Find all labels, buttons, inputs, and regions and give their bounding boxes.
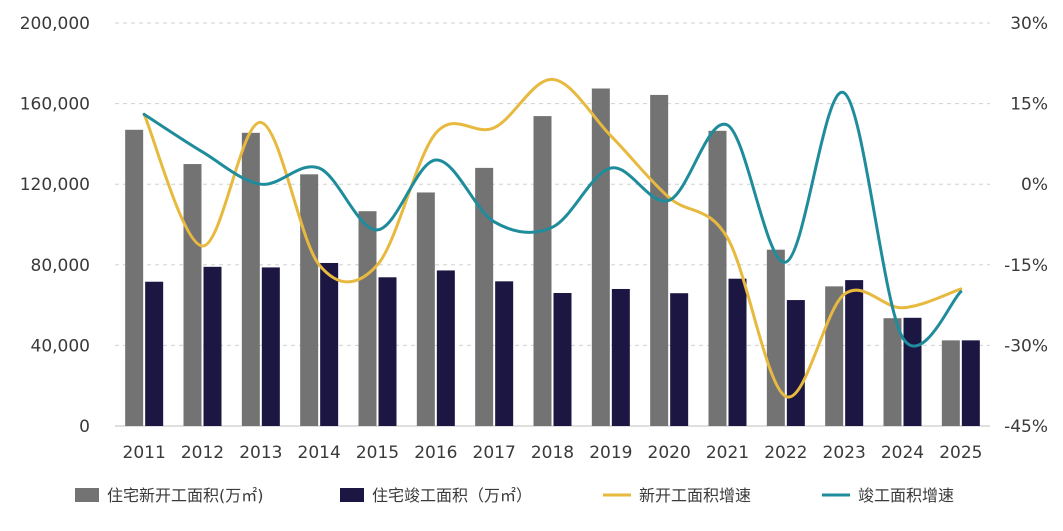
legend-label: 新开工面积增速: [639, 486, 751, 505]
bar: [475, 167, 494, 427]
y-tick-label-left: 40,000: [31, 336, 90, 356]
legend-label: 住宅竣工面积（万㎡）: [372, 486, 532, 505]
legend-swatch: [75, 488, 99, 502]
bar: [495, 281, 514, 426]
bar: [183, 164, 202, 427]
x-axis-ticks: 2011 2012 2013 2014 2015 2016 2017 2018 2019 2020…: [123, 443, 983, 463]
bar: [766, 249, 785, 426]
bar: [145, 281, 164, 426]
x-tick-label: 2024: [881, 443, 924, 463]
x-tick-label: 2019: [589, 443, 632, 463]
x-tick-label: 2017: [473, 443, 516, 463]
bar: [300, 174, 319, 426]
bars: [125, 88, 980, 427]
right-axis-ticks: -45% -30% -15% 0% 15% 30%: [1004, 14, 1048, 437]
bar: [786, 300, 805, 426]
bar: [961, 340, 980, 426]
y-tick-label-right: 0%: [1021, 175, 1048, 195]
legend-swatch: [340, 488, 364, 502]
lines: [142, 77, 963, 399]
y-tick-label-left: 80,000: [31, 256, 90, 276]
bar: [650, 94, 669, 427]
bar: [436, 270, 455, 426]
legend-label: 住宅新开工面积(万㎡): [107, 486, 264, 505]
y-tick-label-right: 30%: [1010, 14, 1048, 34]
legend-label: 竣工面积增速: [858, 486, 954, 505]
gridlines: [115, 22, 990, 427]
bar: [611, 288, 630, 426]
bar: [320, 262, 339, 426]
y-tick-label-right: -15%: [1004, 256, 1048, 276]
x-tick-label: 2015: [356, 443, 399, 463]
x-tick-label: 2013: [239, 443, 282, 463]
x-tick-label: 2021: [706, 443, 749, 463]
bar: [378, 277, 397, 426]
y-tick-label-right: 15%: [1010, 95, 1048, 115]
x-tick-label: 2023: [823, 443, 866, 463]
bar: [358, 211, 377, 426]
y-tick-label-right: -45%: [1004, 417, 1048, 437]
bar: [553, 293, 572, 426]
bar: [261, 267, 280, 426]
legend: 住宅新开工面积(万㎡) 住宅竣工面积（万㎡） 新开工面积增速 竣工面积增速: [75, 486, 954, 505]
bar: [845, 280, 864, 426]
y-tick-label-left: 120,000: [20, 175, 90, 195]
x-tick-label: 2016: [414, 443, 457, 463]
x-tick-label: 2020: [648, 443, 691, 463]
y-tick-label-left: 160,000: [20, 95, 90, 115]
bar: [416, 192, 435, 426]
bar: [728, 278, 747, 426]
bar: [125, 129, 144, 427]
bar: [533, 116, 552, 426]
left-axis-ticks: 0 40,000 80,000 120,000 160,000 200,000: [20, 14, 90, 437]
y-tick-label-left: 0: [79, 417, 90, 437]
x-tick-label: 2025: [939, 443, 982, 463]
bar: [708, 130, 727, 427]
y-tick-label-right: -30%: [1004, 336, 1048, 356]
series-line: [142, 77, 963, 399]
bar: [883, 318, 902, 426]
x-tick-label: 2011: [123, 443, 166, 463]
x-tick-label: 2022: [764, 443, 807, 463]
x-tick-label: 2018: [531, 443, 574, 463]
bar: [203, 266, 222, 426]
y-tick-label-left: 200,000: [20, 14, 90, 34]
bar: [670, 293, 689, 426]
bar: [941, 340, 960, 426]
bar: [591, 88, 610, 427]
x-tick-label: 2012: [181, 443, 224, 463]
bar: [903, 317, 922, 426]
bar: [241, 132, 260, 426]
x-tick-label: 2014: [298, 443, 341, 463]
